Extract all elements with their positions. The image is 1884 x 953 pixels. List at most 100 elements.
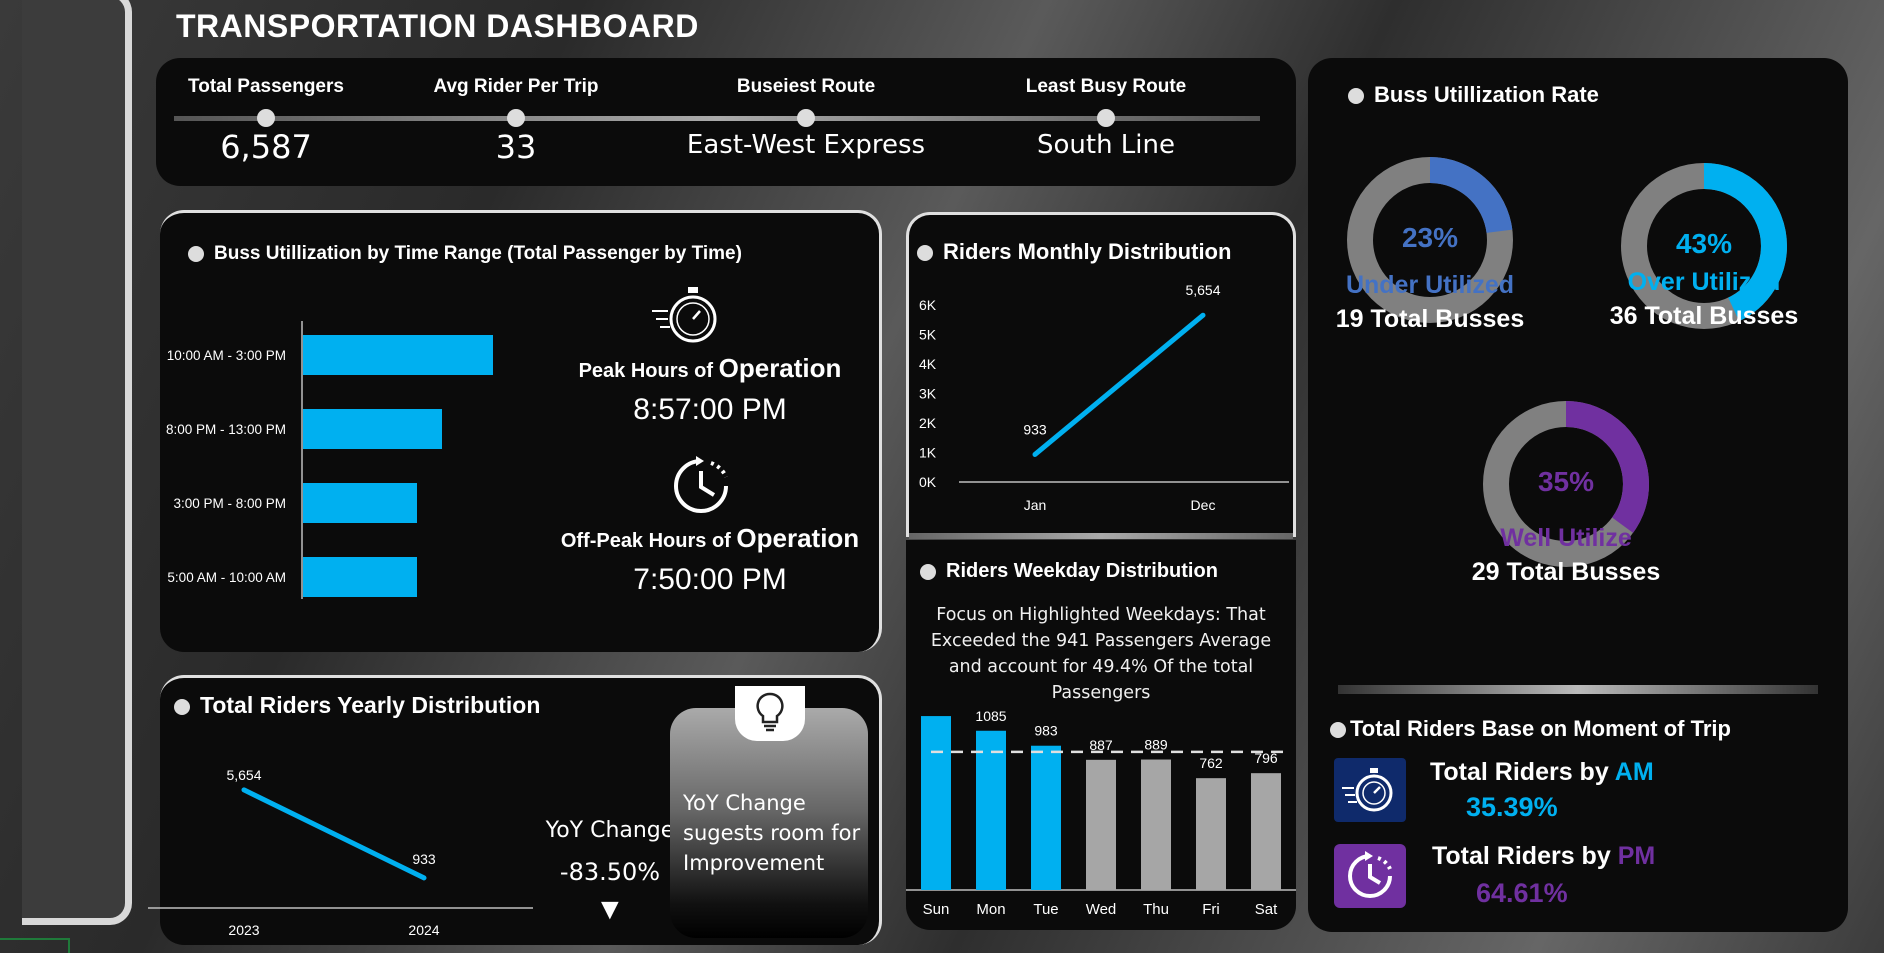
moment-title: Total Riders Base on Moment of Trip: [1330, 716, 1731, 742]
lightbulb-badge: [735, 686, 805, 741]
data-label: 933: [412, 851, 436, 867]
tick-label: 0K: [919, 474, 937, 490]
yearly-card: Total Riders Yearly Distribution 5,654 93…: [148, 675, 882, 945]
bullet-icon: [1348, 88, 1364, 105]
clock-icon: [674, 456, 728, 513]
donut-label: Well Utilize: [1500, 524, 1632, 552]
peak-hours-label: Peak Hours of Operation: [578, 353, 842, 383]
data-label: 796: [1254, 750, 1278, 766]
yoy-note-box: [670, 708, 868, 938]
tick-label: Jan: [1024, 497, 1047, 513]
yoy-value: -83.50%: [559, 858, 661, 886]
offpeak-hours-value: 7:50:00 PM: [633, 563, 787, 596]
kpi-marker: [797, 109, 815, 127]
weekday-card: Riders Weekday Distribution Focus on Hig…: [906, 540, 1296, 930]
bullet-icon: [174, 698, 190, 715]
kpi-card: Total Passengers 6,587 Avg Rider Per Trip 3…: [156, 58, 1296, 186]
bullet-icon: [188, 245, 204, 262]
tick-label: Wed: [1086, 901, 1117, 918]
kpi-label: Avg Rider Per Trip: [433, 76, 599, 97]
kpi-value: 6,587: [220, 128, 312, 166]
bar: [303, 483, 417, 523]
bar: [1141, 759, 1171, 890]
tick-label: 5K: [919, 327, 937, 343]
data-label: 933: [1023, 421, 1047, 437]
weekday-title: Riders Weekday Distribution: [920, 560, 1218, 583]
page-title: TRANSPORTATION DASHBOARD: [176, 8, 699, 44]
tick-label: Dec: [1191, 497, 1216, 513]
category-label: 8:00 PM - 13:00 PM: [166, 422, 286, 437]
tick-label: Tue: [1033, 901, 1058, 918]
donut-count: 36 Total Busses: [1609, 302, 1799, 330]
donut-segment: [1347, 157, 1513, 323]
series-line: [241, 787, 427, 881]
data-label: 983: [1034, 723, 1058, 739]
pm-label: Total Riders by PM: [1432, 842, 1656, 870]
offpeak-hours-label: Off-Peak Hours of Operation: [560, 523, 860, 553]
weekday-chart: 1185Sun1085Mon983Tue887Wed889Thu762Fri79…: [906, 710, 1296, 918]
data-label: 5,654: [1185, 282, 1220, 298]
kpi-marker: [257, 109, 275, 127]
category-label: 3:00 PM - 8:00 PM: [173, 496, 286, 511]
bullet-icon: [1330, 722, 1346, 739]
bar: [303, 409, 442, 449]
utilization-card: Buss Utillization Rate 23% Under Utilized…: [1308, 58, 1848, 932]
sidebar-panel: [22, 0, 132, 925]
data-label: 5,654: [226, 767, 261, 783]
kpi-marker: [507, 109, 525, 127]
donut-count: 19 Total Busses: [1335, 305, 1525, 333]
kpi-label: Total Passengers: [188, 76, 344, 97]
category-label: 10:00 AM - 3:00 PM: [167, 348, 286, 363]
tick-label: 2024: [408, 922, 439, 938]
yoy-note-text: YoY Change sugests room for Improvement: [683, 791, 861, 875]
monthly-chart: 0K 1K 2K 3K 4K 5K 6K Jan Dec 933 5,654: [919, 282, 1289, 513]
lightbulb-icon: [756, 692, 784, 732]
bar: [976, 730, 1006, 890]
data-label: 1085: [975, 710, 1006, 724]
donut-count: 29 Total Busses: [1471, 558, 1661, 586]
bullet-icon: [920, 563, 936, 580]
tick-label: Mon: [976, 901, 1005, 918]
bar: [303, 335, 493, 375]
series-line: [1032, 312, 1206, 457]
bar: [1251, 773, 1281, 890]
donut-percent: 35%: [1537, 466, 1595, 497]
donut-segment: [1621, 163, 1787, 329]
time-range-title: Buss Utillization by Time Range (Total P…: [188, 243, 742, 265]
clock-icon: [1348, 851, 1392, 898]
pm-value: 64.61%: [1476, 878, 1568, 908]
bar: [1031, 745, 1061, 890]
am-label: Total Riders by AM: [1430, 758, 1654, 786]
bar: [1196, 778, 1226, 890]
weekday-note: Focus on Highlighted Weekdays: That Exce…: [930, 605, 1272, 703]
kpi-value: East-West Express: [686, 130, 926, 160]
kpi-marker: [1097, 109, 1115, 127]
bar: [921, 716, 951, 890]
tick-label: Sun: [923, 901, 950, 918]
donut-percent: 43%: [1675, 228, 1733, 259]
peak-hours-value: 8:57:00 PM: [633, 393, 787, 426]
am-value: 35.39%: [1466, 792, 1558, 822]
donut-percent: 23%: [1401, 222, 1459, 253]
sheet-corner-marker: [0, 938, 70, 953]
tick-label: 2K: [919, 415, 937, 431]
utilization-divider: [1338, 685, 1818, 694]
tick-label: Sat: [1255, 901, 1278, 918]
pm-icon-box: [1334, 844, 1406, 908]
kpi-label: Buseiest Route: [736, 76, 876, 97]
tick-label: 1K: [919, 445, 937, 461]
bar: [1086, 759, 1116, 890]
bar: [303, 557, 417, 597]
tick-label: Thu: [1143, 901, 1169, 918]
data-label: 762: [1199, 755, 1223, 771]
yearly-chart: 5,654 933 2023 2024: [148, 767, 533, 938]
tick-label: Fri: [1202, 901, 1220, 918]
yoy-label: YoY Change: [545, 818, 675, 843]
yearly-title: Total Riders Yearly Distribution: [174, 692, 540, 719]
am-icon-box: [1334, 758, 1406, 822]
kpi-track: [174, 116, 1260, 121]
kpi-value: South Line: [1036, 130, 1175, 160]
category-label: 5:00 AM - 10:00 AM: [167, 570, 286, 585]
stopwatch-icon: [1342, 768, 1393, 812]
down-arrow-icon: ▼: [595, 893, 625, 926]
